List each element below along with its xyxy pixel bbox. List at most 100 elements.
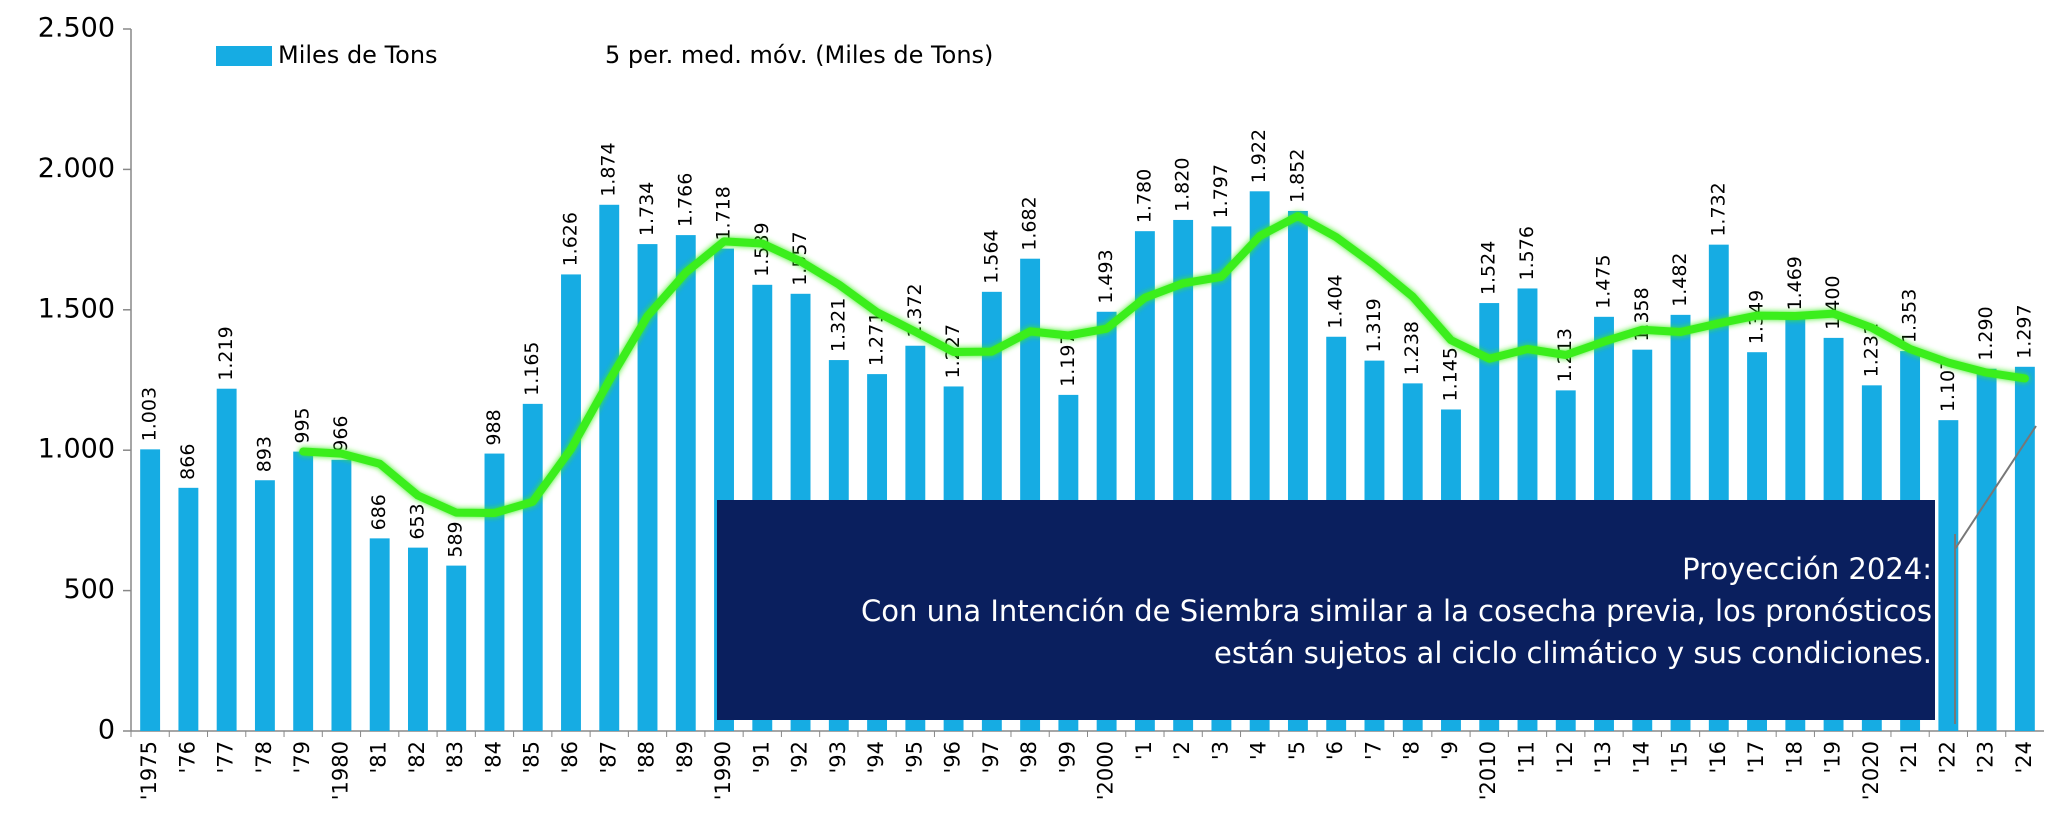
x-tick-label: '76 [175, 741, 199, 774]
bar [522, 403, 543, 731]
x-tick-label: '79 [290, 741, 314, 774]
value-label: 686 [368, 494, 390, 530]
y-tick-label: 2.000 [38, 153, 115, 184]
x-tick-label: '99 [1055, 741, 1079, 774]
bar [2014, 366, 2035, 731]
x-tick-label: '95 [902, 741, 926, 774]
x-tick-label: '24 [2012, 741, 2036, 774]
x-tick-label: '91 [749, 741, 773, 774]
annotation-text: están sujetos al ciclo climático y sus c… [1214, 636, 1932, 670]
bar [293, 451, 314, 731]
y-tick-label: 1.500 [38, 293, 115, 324]
x-tick-label: '2020 [1859, 741, 1883, 800]
value-label: 1.372 [904, 283, 926, 337]
x-tick-label: '1975 [137, 741, 161, 800]
moving-average-line [299, 212, 2029, 517]
legend-label: 5 per. med. móv. (Miles de Tons) [605, 41, 993, 69]
value-label: 1.353 [1899, 289, 1921, 343]
x-tick-label: '81 [367, 741, 391, 774]
x-tick-label: '89 [673, 741, 697, 774]
value-label: 966 [330, 415, 352, 451]
bar [561, 274, 581, 731]
value-label: 1.493 [1095, 249, 1117, 303]
bar [369, 538, 390, 731]
value-label: 1.238 [1401, 321, 1423, 375]
value-label: 1.589 [751, 222, 773, 276]
bar [408, 547, 428, 731]
x-tick-label: '84 [481, 741, 505, 774]
x-tick-label: '83 [443, 741, 467, 774]
legend-swatch [216, 46, 272, 66]
x-tick-label: '21 [1897, 741, 1921, 774]
value-label: 1.297 [2013, 304, 2035, 358]
bar [637, 244, 658, 731]
bar [484, 453, 505, 731]
x-tick-label: '78 [252, 741, 276, 774]
value-label: 589 [445, 521, 467, 557]
value-label: 1.820 [1172, 158, 1194, 212]
value-label: 893 [253, 436, 275, 472]
value-label: 866 [177, 444, 199, 480]
value-label: 995 [292, 407, 314, 443]
x-tick-label: '1 [1132, 741, 1156, 760]
value-label: 1.780 [1133, 169, 1155, 223]
x-tick-label: '87 [596, 741, 620, 774]
value-label: 1.718 [713, 186, 735, 240]
value-label: 1.766 [674, 173, 696, 227]
legend-label: Miles de Tons [278, 41, 438, 69]
value-label: 1.319 [1363, 298, 1385, 352]
x-tick-label: '13 [1591, 741, 1615, 774]
value-label: 653 [406, 503, 428, 539]
x-tick-label: '1990 [711, 741, 735, 800]
value-label: 1.400 [1822, 275, 1844, 329]
value-label: 1.626 [559, 212, 581, 266]
x-tick-label: '19 [1821, 741, 1845, 774]
value-label: 988 [483, 409, 505, 445]
x-tick-label: '1980 [328, 741, 352, 800]
x-tick-label: '9 [1438, 741, 1462, 760]
value-label: 1.165 [521, 341, 543, 395]
x-tick-label: '18 [1782, 741, 1806, 774]
value-label: 1.145 [1439, 347, 1461, 401]
x-tick-label: '82 [405, 741, 429, 774]
value-label: 1.734 [636, 182, 658, 236]
x-tick-label: '17 [1744, 741, 1768, 774]
x-tick-label: '15 [1668, 741, 1692, 774]
x-tick-label: '11 [1514, 741, 1538, 774]
bar [178, 487, 199, 731]
x-tick-label: '2010 [1476, 741, 1500, 800]
y-tick-label: 0 [98, 715, 115, 746]
x-tick-label: '77 [214, 741, 238, 774]
value-label: 1.482 [1669, 252, 1691, 306]
value-label: 1.524 [1478, 241, 1500, 295]
value-label: 1.576 [1516, 226, 1538, 280]
bar [599, 204, 620, 731]
x-tick-label: '98 [1017, 741, 1041, 774]
x-tick-label: '86 [558, 741, 582, 774]
bar [675, 235, 696, 732]
value-label: 1.732 [1707, 182, 1729, 236]
x-tick-label: '5 [1285, 741, 1309, 760]
x-tick-label: '3 [1208, 741, 1232, 760]
bar [446, 565, 467, 731]
y-tick-label: 2.500 [38, 13, 115, 44]
bar [1938, 420, 1959, 731]
value-label: 1.469 [1784, 256, 1806, 310]
x-tick-label: '2 [1170, 741, 1194, 760]
bar [254, 480, 275, 731]
value-label: 1.564 [980, 229, 1002, 283]
x-tick-label: '23 [1974, 741, 1998, 774]
value-label: 1.003 [139, 387, 161, 441]
y-tick-label: 500 [63, 574, 115, 605]
value-label: 1.107 [1937, 358, 1959, 412]
bar [1976, 368, 1997, 731]
value-label: 1.475 [1593, 254, 1615, 308]
x-tick-label: '12 [1553, 741, 1577, 774]
bar [331, 459, 352, 731]
x-tick-label: '97 [979, 741, 1003, 774]
pointer-line [1954, 425, 2037, 550]
x-tick-label: '7 [1361, 741, 1385, 760]
x-tick-label: '4 [1247, 741, 1271, 760]
annotation-text: Proyección 2024: [1682, 552, 1932, 586]
